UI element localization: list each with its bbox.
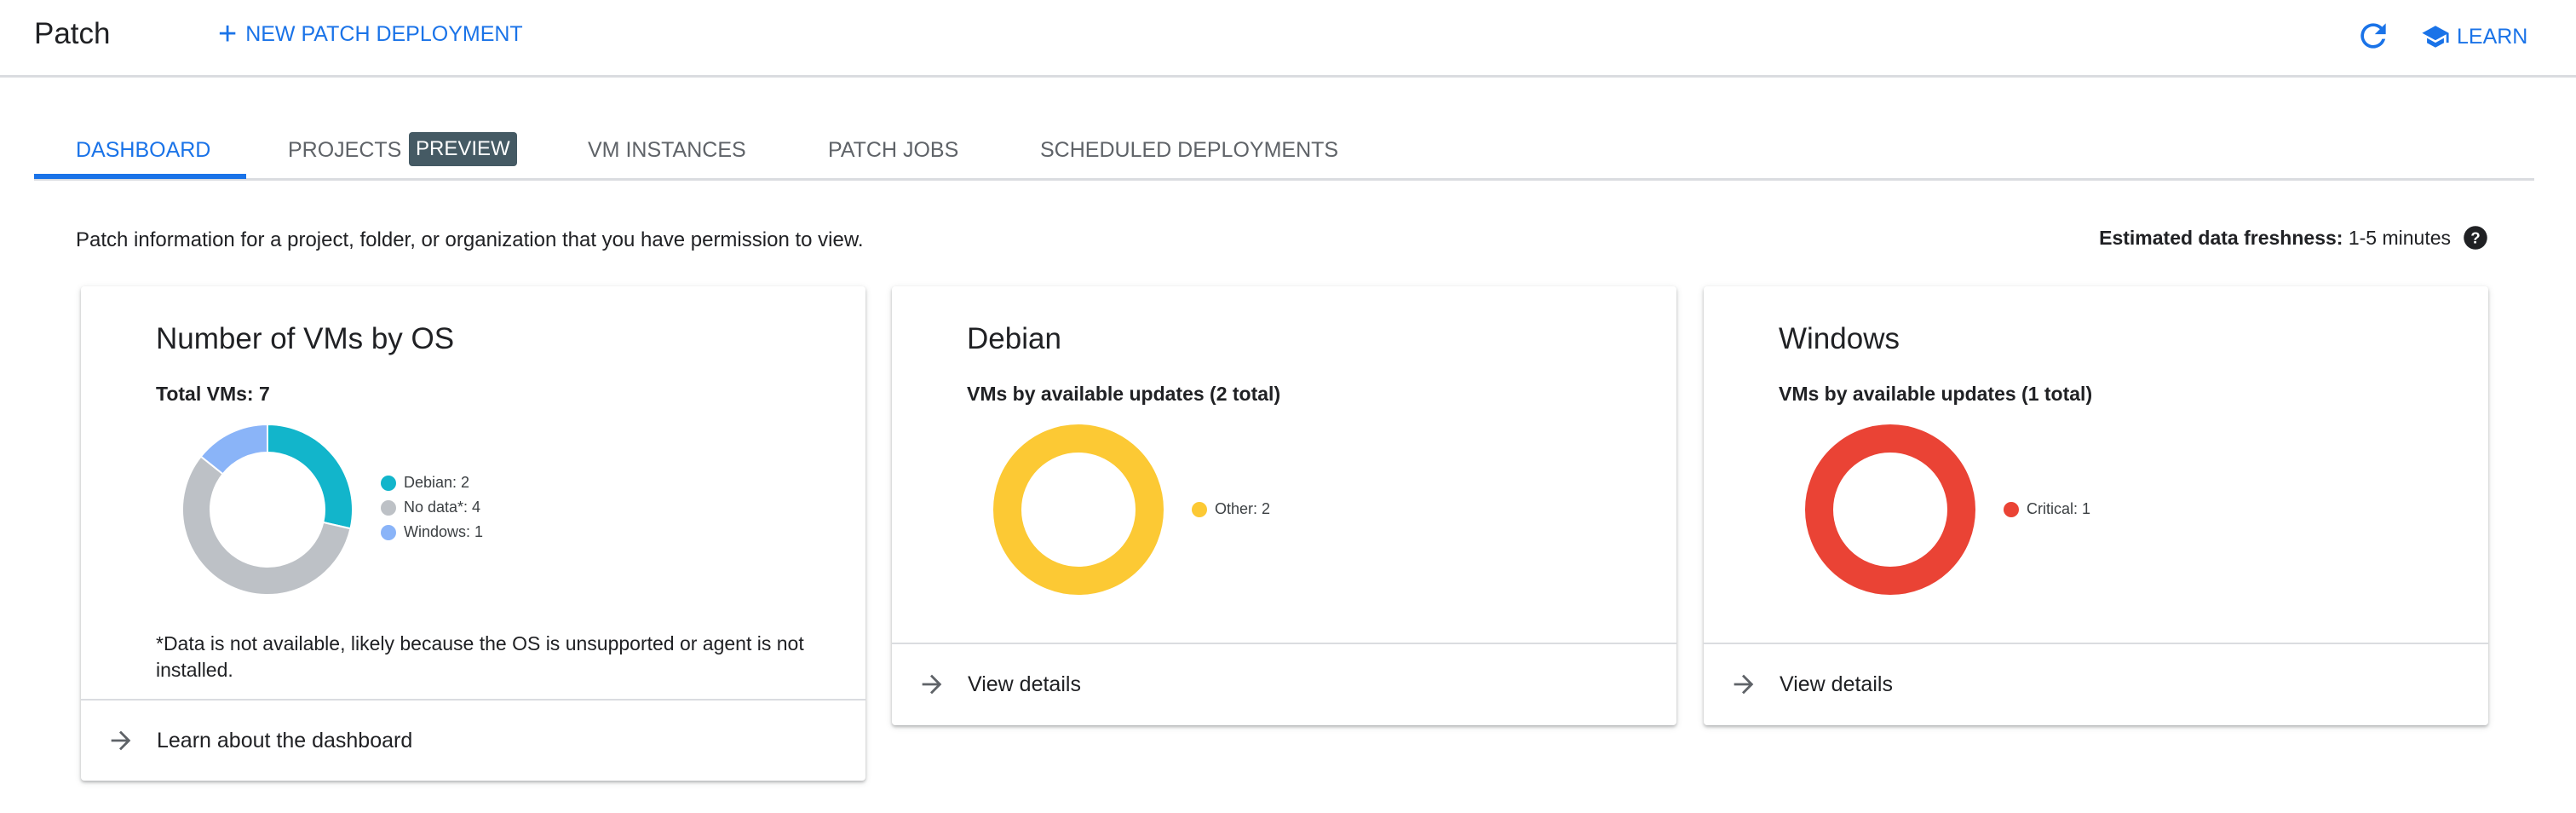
- tab-dashboard[interactable]: DASHBOARD: [76, 138, 211, 162]
- page-title: Patch: [34, 17, 111, 50]
- legend-label: Other: 2: [1215, 500, 1271, 517]
- help-icon[interactable]: ?: [2463, 225, 2488, 251]
- refresh-icon[interactable]: [2355, 17, 2392, 55]
- view-details-link[interactable]: View details: [917, 670, 1081, 699]
- chart-legend: Other: 2: [1192, 497, 1270, 522]
- svg-text:?: ?: [2470, 228, 2480, 246]
- legend-dot: [381, 475, 396, 491]
- card-title: Debian: [967, 322, 1061, 355]
- tab-vm-instances[interactable]: VM INSTANCES: [588, 138, 746, 162]
- freshness-label: Estimated data freshness:: [2099, 226, 2343, 249]
- legend-item-critical: Critical: 1: [2004, 497, 2090, 522]
- legend-item-debian: Debian: 2: [381, 470, 483, 495]
- divider: [892, 643, 1676, 644]
- legend-item-no-data: No data*: 4: [381, 495, 483, 520]
- card-subtitle: VMs by available updates (1 total): [1779, 383, 2093, 405]
- donut-slice-debian: [267, 423, 354, 530]
- data-freshness: Estimated data freshness: 1-5 minutes ?: [2099, 225, 2488, 251]
- legend-label: Critical: 1: [2027, 500, 2091, 517]
- preview-badge: PREVIEW: [409, 132, 517, 166]
- tab-projects[interactable]: PROJECTS: [288, 138, 402, 162]
- card-title: Windows: [1779, 322, 1900, 355]
- legend-label: No data*: 4: [404, 499, 481, 516]
- learn-button[interactable]: LEARN: [2421, 22, 2527, 51]
- card-subtitle: VMs by available updates (2 total): [967, 383, 1281, 405]
- legend-item-windows: Windows: 1: [381, 520, 483, 545]
- tab-patch-jobs[interactable]: PATCH JOBS: [828, 138, 959, 162]
- learn-about-dashboard-link[interactable]: Learn about the dashboard: [106, 726, 412, 755]
- new-patch-deployment-button[interactable]: + NEW PATCH DEPLOYMENT: [218, 16, 523, 52]
- donut-slice-critical: [1805, 424, 1975, 595]
- view-details-link[interactable]: View details: [1729, 670, 1893, 699]
- debian-donut-chart: [993, 424, 1164, 595]
- arrow-forward-icon: [111, 730, 131, 751]
- learn-label: LEARN: [2457, 24, 2528, 49]
- vms-by-os-card: Number of VMs by OS Total VMs: 7 Debian:…: [81, 286, 865, 781]
- plus-icon: +: [218, 16, 238, 52]
- active-tab-indicator: [34, 174, 246, 179]
- donut-slice-no-data: [181, 455, 352, 596]
- divider: [81, 699, 865, 701]
- footer-label: View details: [1780, 672, 1893, 696]
- windows-donut-chart: [1805, 424, 1975, 595]
- school-icon: [2422, 26, 2449, 48]
- chart-legend: Debian: 2 No data*: 4 Windows: 1: [381, 470, 483, 545]
- tab-bar: DASHBOARD PROJECTS PREVIEW VM INSTANCES …: [34, 119, 2534, 181]
- chart-legend: Critical: 1: [2004, 497, 2090, 522]
- new-patch-deployment-label: NEW PATCH DEPLOYMENT: [245, 22, 523, 46]
- legend-label: Windows: 1: [404, 523, 484, 540]
- arrow-forward-icon: [1734, 674, 1754, 695]
- legend-dot: [1192, 501, 1207, 517]
- donut-slice-windows: [199, 423, 268, 476]
- legend-item-other: Other: 2: [1192, 497, 1270, 522]
- debian-card: Debian VMs by available updates (2 total…: [892, 286, 1676, 725]
- legend-dot: [2004, 501, 2019, 517]
- no-data-footnote: *Data is not available, likely because t…: [156, 632, 804, 681]
- card-title: Number of VMs by OS: [156, 322, 455, 355]
- freshness-value: 1-5 minutes: [2348, 226, 2451, 249]
- footer-label: View details: [968, 672, 1081, 696]
- legend-dot: [381, 524, 396, 540]
- top-bar: Patch + NEW PATCH DEPLOYMENT LEARN: [0, 0, 2576, 78]
- os-donut-chart: [181, 423, 354, 596]
- tab-scheduled-deployments[interactable]: SCHEDULED DEPLOYMENTS: [1040, 138, 1339, 162]
- legend-label: Debian: 2: [404, 474, 470, 491]
- description: Patch information for a project, folder,…: [76, 228, 864, 251]
- total-vms: Total VMs: 7: [156, 383, 270, 405]
- legend-dot: [381, 499, 396, 516]
- windows-card: Windows VMs by available updates (1 tota…: [1704, 286, 2488, 725]
- donut-slice-other: [993, 424, 1164, 595]
- footer-label: Learn about the dashboard: [157, 728, 413, 752]
- arrow-forward-icon: [922, 674, 942, 695]
- divider: [1704, 643, 2488, 644]
